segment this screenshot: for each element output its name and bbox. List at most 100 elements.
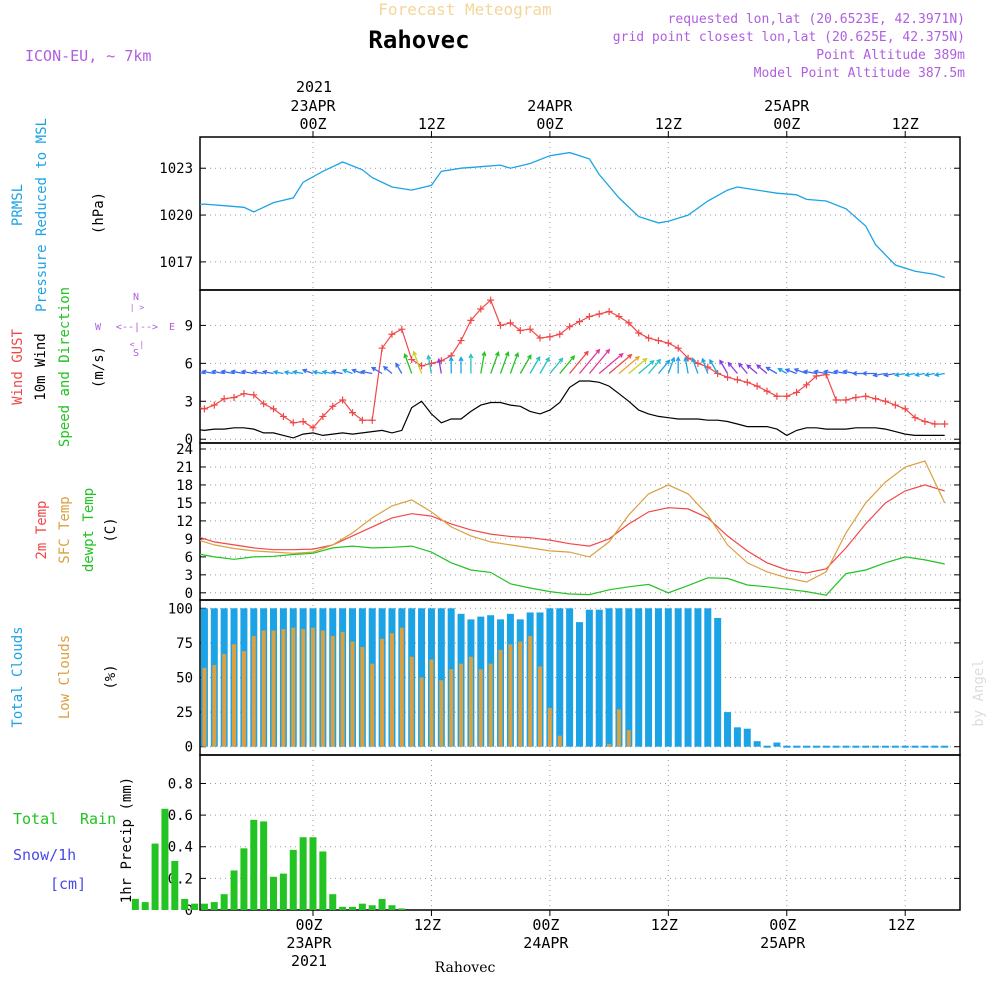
y-tick-label: 0.4 — [168, 840, 193, 856]
low-cloud-bar — [518, 641, 523, 747]
gust-marker — [862, 392, 870, 400]
gust-marker — [664, 339, 672, 347]
rain-bar — [358, 903, 366, 910]
rain-bar — [319, 851, 327, 910]
y-tick-label: 9 — [185, 318, 193, 334]
low-cloud-bar — [439, 680, 444, 747]
y-tick-label: 1023 — [159, 161, 193, 177]
gust-marker — [378, 344, 386, 352]
total-cloud-bar — [625, 608, 633, 747]
gust-marker — [881, 397, 889, 405]
panel-frame — [199, 136, 961, 291]
total-cloud-bar — [585, 609, 593, 747]
p5-label-total: Total — [13, 810, 58, 828]
p1-unit: (hPa) — [91, 192, 107, 234]
low-cloud-bar — [399, 627, 404, 747]
rain-bar — [171, 860, 179, 910]
wind-arrow — [765, 366, 778, 375]
total-cloud-bar — [852, 745, 860, 748]
wind-arrow — [719, 359, 729, 374]
wind-arrow — [436, 357, 442, 374]
gust-marker — [605, 307, 613, 315]
compass-rose: N S W E <--|--> | > < | — [95, 292, 175, 359]
wind-arrow — [539, 356, 550, 374]
low-cloud-bar — [222, 653, 227, 747]
p5-label-snow: Snow/1h — [13, 846, 76, 864]
y-tick-label: 6 — [185, 550, 193, 566]
time-label-top: 12Z — [892, 115, 919, 133]
wind-arrow — [738, 362, 748, 374]
wind-arrow — [201, 369, 215, 375]
total-cloud-bar — [812, 745, 820, 748]
panel-frame — [199, 289, 961, 444]
low-cloud-bar — [271, 630, 276, 747]
rain-bar — [388, 905, 396, 910]
wind-arrow — [701, 357, 709, 374]
wind-arrow — [382, 365, 393, 374]
time-label-bottom: 24APR — [523, 934, 569, 952]
rain-bar — [200, 903, 208, 910]
wind-arrow — [667, 356, 676, 374]
rain-bar — [230, 870, 238, 910]
low-cloud-bar — [616, 709, 621, 747]
wind-arrow — [756, 364, 768, 374]
low-cloud-bar — [330, 635, 335, 747]
gust-marker — [645, 334, 653, 342]
gust-marker — [289, 419, 297, 427]
gust-marker — [585, 313, 593, 321]
time-label-top: 25APR — [764, 97, 810, 115]
wind-arrow — [360, 369, 373, 375]
time-label-bottom: 00Z — [769, 916, 796, 934]
total-cloud-bar — [891, 745, 899, 748]
total-cloud-bar — [822, 745, 830, 748]
total-cloud-bar — [724, 712, 732, 747]
gust-marker — [842, 396, 850, 404]
compass-arms-v: | > — [130, 303, 145, 312]
gust-marker — [654, 337, 662, 345]
wind-arrow — [549, 357, 564, 374]
total-cloud-bar — [911, 745, 919, 748]
total-cloud-bar — [743, 728, 751, 747]
wind-arrow — [588, 348, 611, 374]
low-cloud-bar — [360, 647, 365, 747]
model-label: ICON-EU, ~ 7km — [25, 47, 151, 65]
watermark: by Angel — [971, 659, 987, 726]
y-tick-label: 75 — [176, 636, 193, 652]
gust-marker — [674, 344, 682, 352]
y-tick-label: 0.8 — [168, 776, 193, 792]
wind-arrow — [861, 370, 876, 376]
wind-arrow — [220, 369, 235, 375]
rain-bar — [210, 902, 218, 910]
p1-label-b: Pressure Reduced to MSL — [34, 118, 50, 312]
rain-bar — [151, 843, 159, 910]
t2m-line — [200, 484, 945, 574]
rain-bar — [329, 894, 337, 910]
wind-arrow — [370, 367, 383, 375]
low-cloud-bar — [232, 644, 237, 747]
wind-arrow — [784, 368, 797, 375]
wind-arrow — [658, 359, 671, 374]
time-label-bottom: 00Z — [532, 916, 559, 934]
rain-bar — [289, 849, 297, 910]
low-cloud-bar — [291, 627, 296, 747]
total-cloud-bar — [615, 608, 623, 747]
y-tick-label: 6 — [185, 356, 193, 372]
gust-marker — [398, 325, 406, 333]
total-cloud-bar — [872, 745, 880, 748]
gust-marker — [536, 334, 544, 342]
wind-arrow — [872, 372, 886, 378]
total-cloud-bar — [546, 608, 554, 747]
wind-arrow — [448, 356, 454, 374]
gust-marker — [931, 420, 939, 428]
panel-frame — [199, 754, 961, 911]
wind-arrow — [480, 350, 487, 374]
low-cloud-bar — [251, 635, 256, 747]
dewpt-line — [200, 545, 945, 596]
y-tick-label: 100 — [168, 601, 193, 617]
total-cloud-bar — [773, 742, 781, 747]
total-cloud-bar — [674, 608, 682, 747]
wind-arrow — [490, 351, 500, 374]
low-cloud-bar — [370, 663, 375, 747]
wind-arrow — [272, 369, 284, 375]
rain-bar — [398, 908, 406, 910]
